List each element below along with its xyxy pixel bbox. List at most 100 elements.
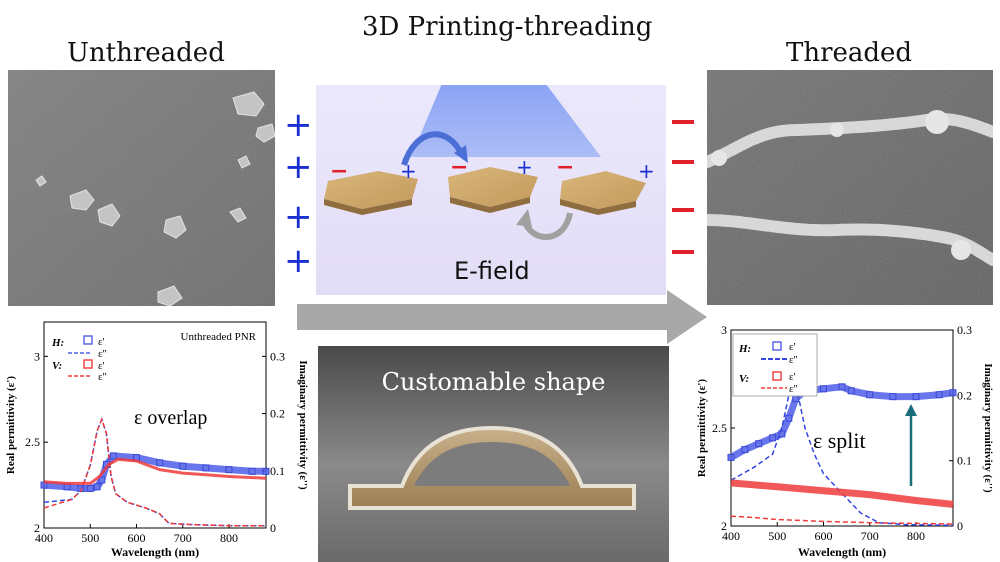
- flake-right: [560, 171, 646, 215]
- y-tick-label-left: 3: [34, 349, 40, 363]
- minus-bar: [672, 250, 694, 254]
- y-axis-label-left: Real permittivity (ε'): [5, 376, 17, 475]
- efield-label: E-field: [454, 257, 530, 285]
- data-point: [847, 387, 855, 395]
- flake: [157, 285, 183, 306]
- x-axis-label: Wavelength (nm): [798, 545, 886, 559]
- minus-bar: [672, 120, 694, 124]
- legend-marker-blue: [772, 341, 782, 351]
- legend: H: ε' ε'' V: ε' ε'': [732, 333, 818, 397]
- main-heading: 3D Printing-threading: [362, 12, 653, 42]
- plus-sign: +: [284, 197, 313, 237]
- y-axis-label-right: Imaginary permittivity (ε''): [297, 360, 309, 490]
- process-arrow: [297, 290, 709, 344]
- plus-sign: +: [284, 105, 313, 145]
- chart-canvas: 400 500 600 700 800 2 2.5 3 0 0.1 0.2 0.3 Unthreade…: [5, 321, 309, 559]
- unthreaded-heading: Unthreaded: [67, 38, 225, 68]
- data-point: [755, 440, 763, 448]
- y-tick-label-left: 2.5: [712, 421, 727, 435]
- annotation-effect: ε split: [813, 428, 866, 453]
- data-point: [202, 464, 210, 472]
- x-tick-label: 800: [220, 531, 238, 545]
- data-point: [86, 485, 94, 493]
- series-line-v-imag: [43, 417, 266, 527]
- flake-thread-upper: [707, 112, 993, 168]
- x-tick-label: 500: [768, 529, 786, 543]
- plot-frame: [43, 321, 267, 529]
- printed-arch-photo: Customable shape: [318, 346, 669, 562]
- legend-box: [732, 333, 818, 397]
- legend-imag-v: ε'': [789, 383, 798, 395]
- legend-h-label: H:: [738, 343, 751, 355]
- threaded-heading: Threaded: [786, 38, 913, 68]
- minus-sign: −: [450, 155, 469, 180]
- legend-marker-red: [772, 371, 782, 381]
- x-tick-label: 600: [128, 531, 146, 545]
- data-point: [225, 466, 233, 474]
- threaded-permittivity-chart: 400 500 600 700 800 2 2.5 3 0 0.1 0.2 0.3 ε split H…: [695, 318, 1000, 562]
- flake: [97, 203, 121, 227]
- flake-middle: [448, 167, 538, 213]
- y-tick-label-left: 2: [34, 521, 40, 535]
- minus-sign: −: [556, 155, 575, 180]
- y-axis-label-left: Real permittivity (ε'): [696, 379, 708, 478]
- y-tick-label-right: 0.3: [270, 349, 285, 363]
- legend-h-label: H:: [51, 337, 64, 349]
- flake: [237, 155, 251, 169]
- flake: [229, 207, 247, 223]
- y-tick-label-right: 0.2: [957, 388, 972, 402]
- minus-bar: [672, 160, 694, 164]
- annotation-title: Unthreaded PNR: [181, 331, 257, 343]
- x-tick-label: 700: [174, 531, 192, 545]
- data-point: [248, 467, 256, 475]
- rotation-arrow-top: [401, 131, 465, 166]
- x-tick-label: 500: [81, 531, 99, 545]
- data-point: [109, 452, 117, 460]
- flake: [35, 175, 47, 187]
- data-point: [93, 483, 101, 491]
- annotation-effect: ε overlap: [134, 407, 207, 429]
- y-tick-label-left: 2: [721, 519, 727, 533]
- flake: [69, 189, 95, 211]
- legend-real-v: ε': [789, 371, 796, 383]
- data-point: [741, 446, 749, 454]
- legend-imag-v: ε'': [98, 371, 107, 383]
- data-point: [889, 393, 897, 401]
- flake: [163, 215, 187, 239]
- y-tick-label-right: 0.2: [270, 407, 285, 421]
- data-point: [778, 430, 786, 438]
- x-tick-label: 800: [907, 529, 925, 543]
- y-tick-label-right: 0.1: [270, 464, 285, 478]
- series-line-v-real: [730, 479, 954, 508]
- y-tick-label-right: 0.3: [957, 323, 972, 337]
- legend: H: ε' ε'' V: ε' ε'': [51, 335, 107, 383]
- data-point: [785, 414, 793, 422]
- data-point: [727, 453, 735, 461]
- legend-marker-red: [83, 359, 93, 369]
- photo-caption: Customable shape: [381, 368, 606, 396]
- x-tick-label: 600: [815, 529, 833, 543]
- y-tick-label-right: 0.1: [957, 454, 972, 468]
- threaded-sem-image: [707, 70, 993, 305]
- legend-real-h: ε': [98, 336, 105, 348]
- threading-diagram: − + − + − + E-field: [316, 85, 666, 295]
- data-point: [935, 391, 943, 399]
- x-tick-label: 700: [861, 529, 879, 543]
- plus-sign: +: [400, 159, 417, 183]
- unthreaded-permittivity-chart: 400 500 600 700 800 2 2.5 3 0 0.1 0.2 0.3 Unthreade…: [0, 312, 312, 562]
- plus-sign: +: [284, 241, 313, 281]
- flake: [232, 91, 265, 117]
- chart-canvas: 400 500 600 700 800 2 2.5 3 0 0.1 0.2 0.3 ε split H…: [696, 323, 994, 559]
- plus-sign: +: [638, 159, 655, 183]
- minus-sign: −: [330, 159, 349, 184]
- y-tick-label-right: 0: [270, 521, 276, 535]
- unthreaded-sem-image: [8, 70, 275, 306]
- y-tick-label-right: 0: [957, 519, 963, 533]
- series-line-h-imag: [730, 380, 954, 527]
- minus-bar: [672, 208, 694, 212]
- y-tick-label-left: 2.5: [25, 435, 40, 449]
- series-line-v-real: [43, 457, 267, 485]
- plus-sign: +: [284, 147, 313, 187]
- plus-sign: +: [516, 155, 533, 179]
- y-axis-label-right: Imaginary permittivity (ε''): [982, 363, 994, 493]
